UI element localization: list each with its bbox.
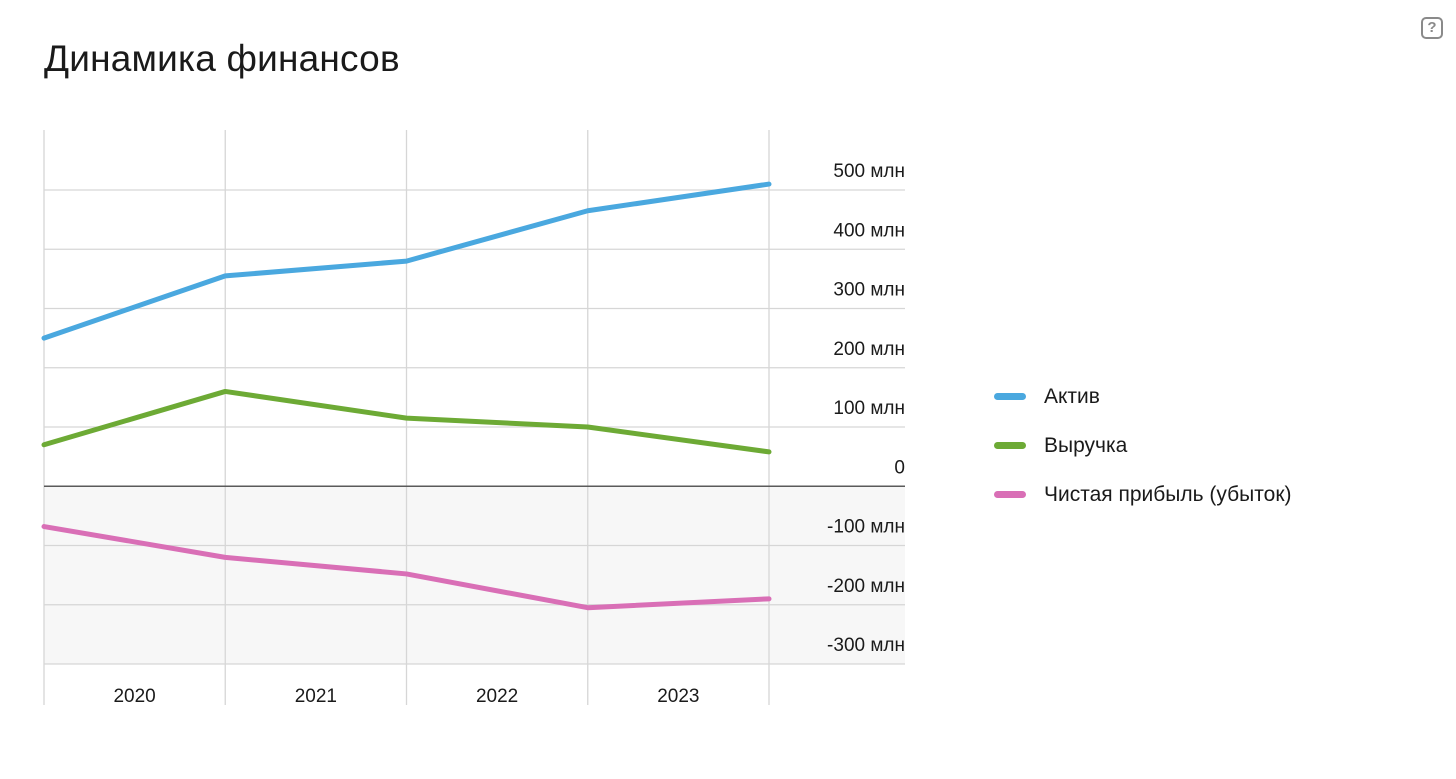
y-tick-label: 300 млн bbox=[833, 280, 905, 301]
series-line[interactable] bbox=[41, 181, 772, 341]
y-tick-label: -100 млн bbox=[827, 517, 905, 538]
y-tick-label: -300 млн bbox=[827, 635, 905, 656]
series-line[interactable] bbox=[41, 388, 772, 455]
legend-swatch bbox=[994, 491, 1026, 498]
y-tick-label: 200 млн bbox=[833, 339, 905, 360]
chart-legend: Актив Выручка Чистая прибыль (убыток) bbox=[994, 372, 1292, 519]
x-axis-tick-labels: 2020 2021 2022 2023 bbox=[113, 686, 699, 707]
page-title: Динамика финансов bbox=[44, 38, 400, 79]
legend-item[interactable]: Выручка bbox=[994, 421, 1292, 470]
series-lines bbox=[41, 181, 772, 611]
legend-item[interactable]: Актив bbox=[994, 372, 1292, 421]
question-mark-icon[interactable]: ? bbox=[1421, 17, 1443, 39]
y-tick-label: 400 млн bbox=[833, 220, 905, 241]
y-tick-label: -200 млн bbox=[827, 576, 905, 597]
y-axis-tick-labels: 500 млн 400 млн 300 млн 200 млн 100 млн 0 -100… bbox=[827, 161, 905, 656]
series-line[interactable] bbox=[41, 524, 772, 611]
y-tick-label: 0 bbox=[894, 457, 905, 478]
y-tick-label: 500 млн bbox=[833, 161, 905, 182]
legend-label: Чистая прибыль (убыток) bbox=[1044, 482, 1292, 506]
legend-item[interactable]: Чистая прибыль (убыток) bbox=[994, 470, 1292, 519]
negative-region-band bbox=[44, 486, 905, 664]
x-tick-label: 2023 bbox=[657, 686, 699, 707]
x-tick-label: 2021 bbox=[295, 686, 337, 707]
legend-swatch bbox=[994, 442, 1026, 449]
horizontal-gridlines bbox=[44, 189, 905, 665]
legend-label: Актив bbox=[1044, 384, 1100, 408]
legend-label: Выручка bbox=[1044, 433, 1128, 457]
finance-line-chart: 500 млн 400 млн 300 млн 200 млн 100 млн 0 -100… bbox=[41, 130, 905, 707]
x-tick-label: 2020 bbox=[113, 686, 155, 707]
legend-swatch bbox=[994, 393, 1026, 400]
x-tick-label: 2022 bbox=[476, 686, 518, 707]
y-tick-label: 100 млн bbox=[833, 398, 905, 419]
